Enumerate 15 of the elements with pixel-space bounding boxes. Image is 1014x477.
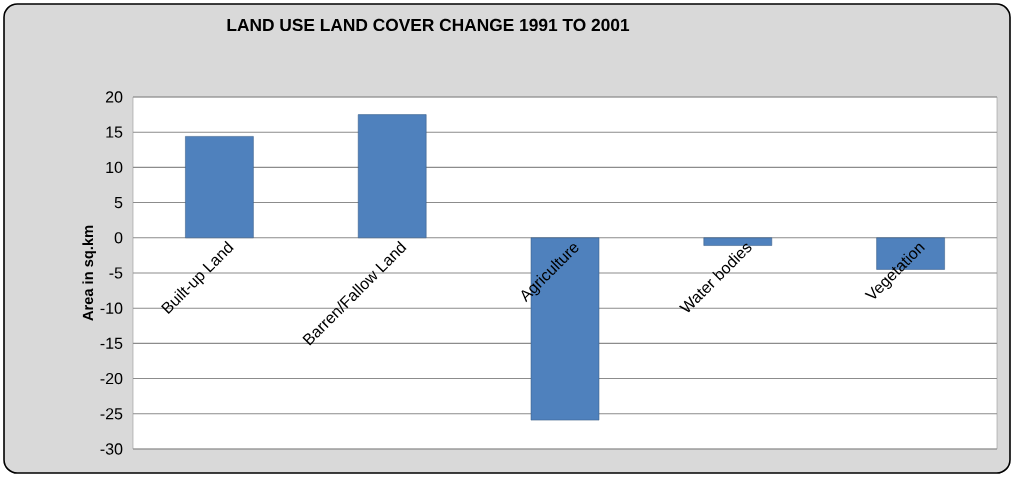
y-tick-label: 10	[106, 161, 123, 174]
bar	[357, 114, 427, 239]
y-tick-label: -10	[100, 302, 123, 314]
y-tick-label: 15	[106, 126, 123, 138]
chart-title: LAND USE LAND COVER CHANGE 1991 TO 2001	[227, 18, 630, 32]
y-tick-label: -25	[100, 408, 123, 420]
y-tick-label: -15	[100, 337, 123, 349]
y-tick-label: 5	[114, 197, 123, 209]
y-axis-title: Area in sq.km	[82, 225, 97, 321]
y-tick-label: -30	[100, 443, 123, 455]
y-tick-label: -20	[100, 372, 123, 385]
y-tick-label: 0	[114, 232, 123, 244]
bar	[185, 136, 254, 239]
y-tick-label: -5	[109, 267, 123, 279]
y-tick-label: 20	[105, 91, 123, 103]
